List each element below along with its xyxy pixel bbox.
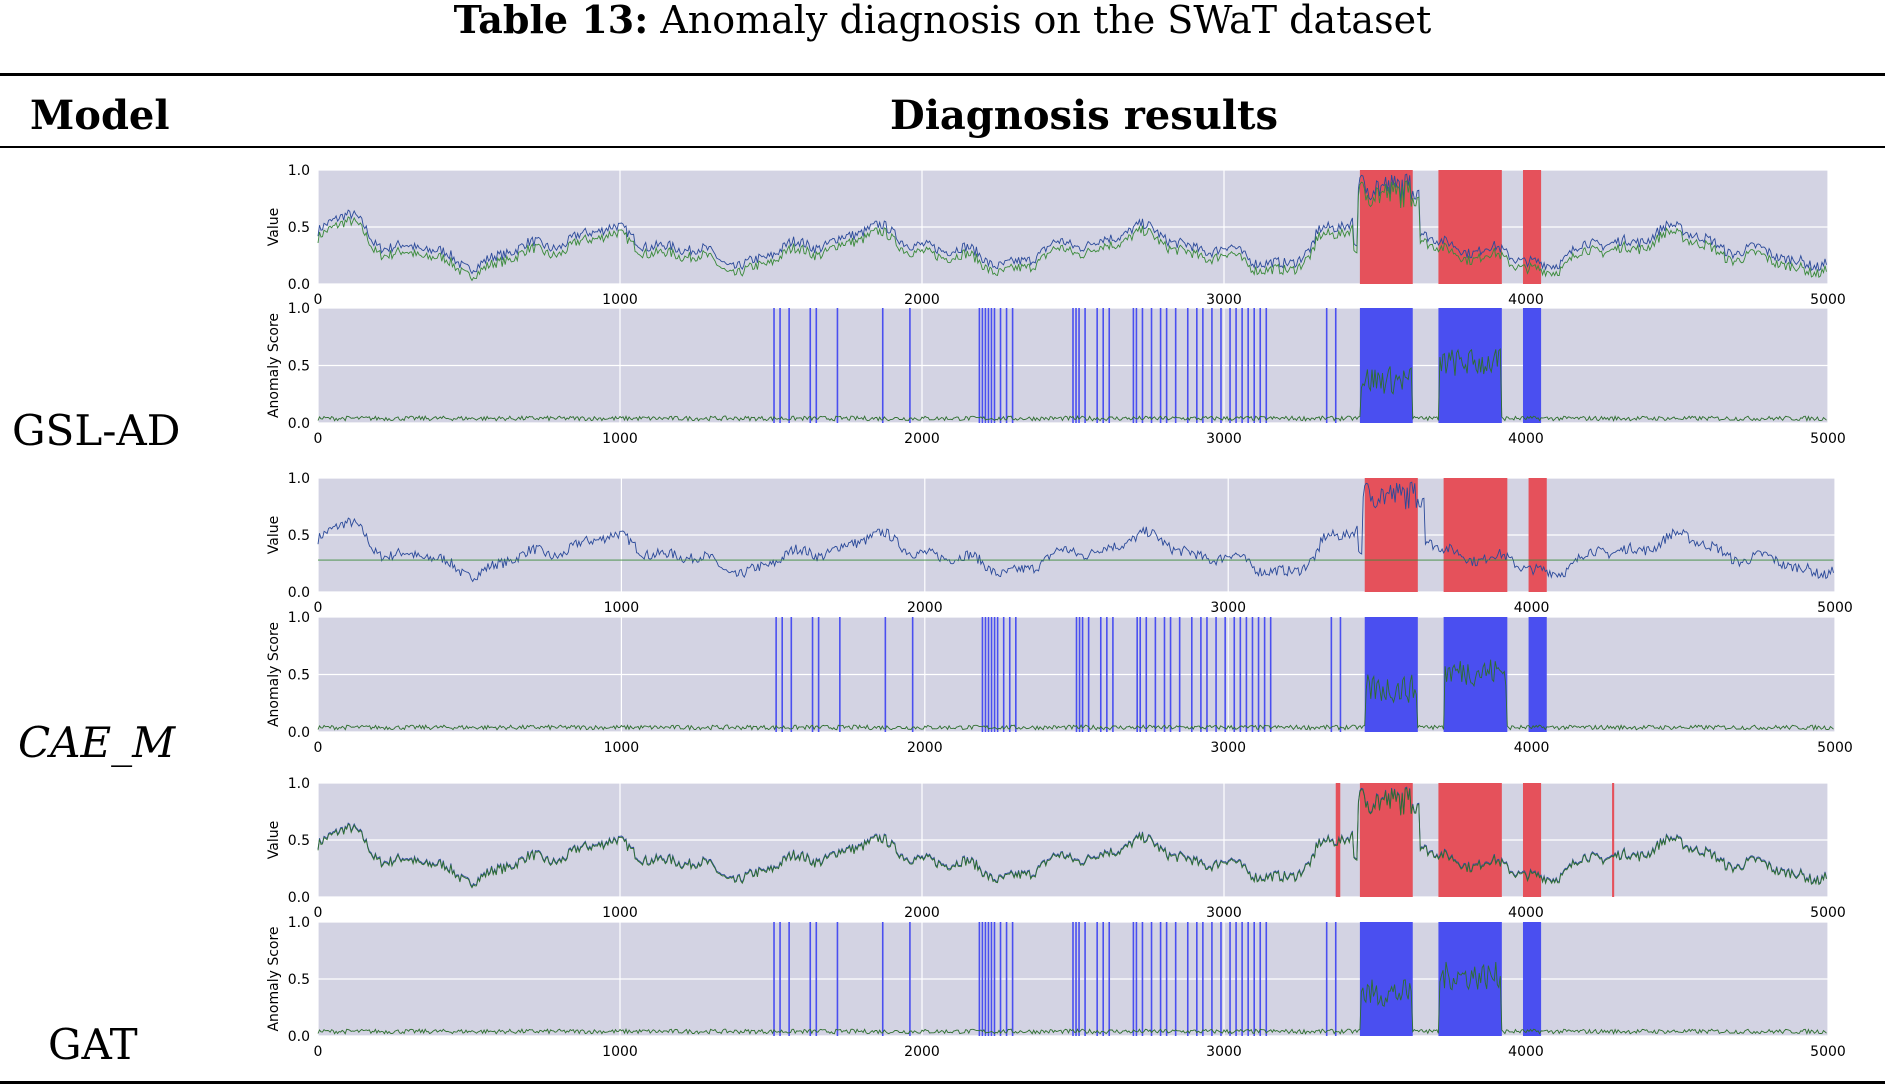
x-tick-label: 5000	[1810, 1044, 1846, 1060]
x-tick-label: 2000	[904, 1044, 940, 1060]
x-tick-label: 5000	[1810, 905, 1846, 921]
x-tick-label: 3000	[1210, 740, 1246, 756]
series-line-actual	[317, 787, 1827, 889]
y-axis-label: Anomaly Score	[266, 313, 282, 418]
anomaly-region	[1522, 308, 1542, 423]
x-tick-label: 3000	[1206, 292, 1242, 308]
bottom-rule	[0, 1081, 1885, 1084]
y-tick-label: 0.0	[288, 725, 310, 741]
x-tick-label: 0	[314, 740, 323, 756]
y-tick-label: 0.0	[288, 1029, 310, 1045]
anomaly-region	[1443, 478, 1508, 592]
series-line-actual	[317, 180, 1827, 282]
y-tick-label: 1.0	[288, 776, 310, 792]
x-tick-label: 2000	[904, 905, 940, 921]
series-line-predicted	[317, 481, 1834, 583]
x-tick-label: 3000	[1206, 431, 1242, 447]
series-line-predicted	[317, 173, 1827, 275]
x-tick-label: 4000	[1514, 600, 1550, 616]
anomaly-region	[1359, 922, 1413, 1036]
x-tick-label: 0	[314, 431, 323, 447]
header-rule	[0, 146, 1885, 148]
caption-label: Table 13:	[453, 0, 649, 42]
top-rule	[0, 73, 1885, 76]
y-tick-label: 0.5	[288, 220, 310, 236]
x-tick-label: 4000	[1508, 431, 1544, 447]
series-line-predicted	[317, 786, 1827, 888]
y-tick-label: 1.0	[288, 610, 310, 626]
anomaly-region	[1443, 617, 1508, 732]
x-tick-label: 0	[314, 1044, 323, 1060]
score-line	[317, 659, 1834, 731]
x-tick-label: 5000	[1817, 600, 1853, 616]
y-tick-label: 1.0	[288, 163, 310, 179]
y-tick-label: 0.5	[288, 528, 310, 544]
x-tick-label: 2000	[904, 292, 940, 308]
y-tick-label: 0.5	[288, 668, 310, 684]
y-tick-label: 0.5	[288, 972, 310, 988]
y-tick-label: 0.0	[288, 277, 310, 293]
y-axis-label: Anomaly Score	[266, 926, 282, 1031]
model-label-gsl-ad: GSL-AD	[12, 406, 181, 455]
y-axis-label: Anomaly Score	[266, 622, 282, 727]
anomaly-region	[1528, 478, 1547, 592]
x-tick-label: 3000	[1206, 905, 1242, 921]
x-tick-label: 0	[314, 292, 323, 308]
anomaly-region	[1438, 783, 1502, 897]
model-label-cae-m: CAE_M	[18, 718, 176, 767]
y-tick-label: 0.0	[288, 890, 310, 906]
x-tick-label: 2000	[904, 431, 940, 447]
x-tick-label: 5000	[1810, 431, 1846, 447]
x-tick-label: 4000	[1508, 905, 1544, 921]
x-tick-label: 4000	[1508, 1044, 1544, 1060]
x-tick-label: 5000	[1810, 292, 1846, 308]
y-tick-label: 0.0	[288, 585, 310, 601]
table-caption: Table 13: Anomaly diagnosis on the SWaT …	[0, 0, 1885, 40]
y-axis-label: Value	[266, 208, 282, 246]
anomaly-region	[1438, 308, 1502, 423]
header-results: Diagnosis results	[890, 92, 1279, 139]
x-tick-label: 2000	[907, 740, 943, 756]
y-axis-label: Value	[266, 821, 282, 859]
x-tick-label: 1000	[604, 740, 640, 756]
anomaly-region	[1438, 170, 1502, 284]
x-tick-label: 3000	[1210, 600, 1246, 616]
y-tick-label: 0.5	[288, 833, 310, 849]
anomaly-region	[1522, 783, 1542, 897]
anomaly-region	[1359, 308, 1413, 423]
x-tick-label: 3000	[1206, 1044, 1242, 1060]
x-tick-label: 1000	[604, 600, 640, 616]
y-tick-label: 1.0	[288, 471, 310, 487]
x-tick-label: 4000	[1514, 740, 1550, 756]
score-line	[317, 961, 1827, 1035]
x-tick-label: 5000	[1817, 740, 1853, 756]
x-tick-label: 1000	[602, 292, 638, 308]
y-tick-label: 0.0	[288, 416, 310, 432]
x-tick-label: 4000	[1508, 292, 1544, 308]
x-tick-label: 1000	[602, 431, 638, 447]
x-tick-label: 1000	[602, 905, 638, 921]
y-tick-label: 1.0	[288, 915, 310, 931]
anomaly-region	[1522, 922, 1542, 1036]
anomaly-region	[1364, 617, 1418, 732]
score-line	[317, 347, 1827, 422]
model-label-gat: GAT	[48, 1020, 138, 1069]
y-tick-label: 0.5	[288, 359, 310, 375]
anomaly-region	[1528, 617, 1547, 732]
caption-text: Anomaly diagnosis on the SWaT dataset	[660, 0, 1432, 42]
anomaly-region	[1612, 783, 1615, 897]
x-tick-label: 2000	[907, 600, 943, 616]
anomaly-region	[1522, 170, 1542, 284]
header-model: Model	[30, 92, 170, 139]
y-axis-label: Value	[266, 516, 282, 554]
x-tick-label: 0	[314, 600, 323, 616]
x-tick-label: 1000	[602, 1044, 638, 1060]
x-tick-label: 0	[314, 905, 323, 921]
y-tick-label: 1.0	[288, 301, 310, 317]
